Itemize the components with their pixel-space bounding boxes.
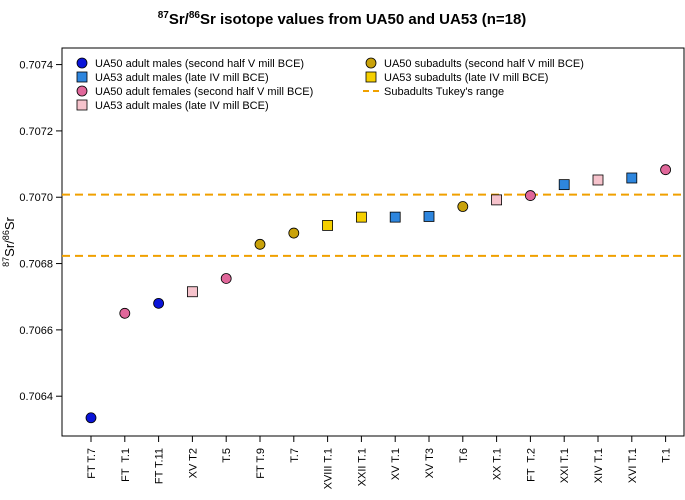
point-ft-t.7 xyxy=(85,412,97,424)
point-ft-t.1 xyxy=(119,307,131,319)
y-tick-label: 0.7070 xyxy=(19,192,53,204)
y-axis: 0.7064 0.7066 0.7068 0.7070 0.7072 0.7074 xyxy=(19,60,62,403)
x-tick-label: T.5 xyxy=(221,448,233,463)
plot-frame xyxy=(61,47,685,437)
x-tick-label: FT T.9 xyxy=(255,448,267,479)
x-tick-label: FT T.1 xyxy=(120,448,132,482)
ylabel-sr-b: Sr xyxy=(2,217,17,231)
x-tick-label: XVI T.1 xyxy=(627,448,639,483)
tukey-range-lines xyxy=(62,193,684,257)
x-tick-label: XV T2 xyxy=(187,448,199,478)
legend-marker-1 xyxy=(76,71,88,83)
y-tick-label: 0.7074 xyxy=(19,60,53,72)
x-tick-label: FT T.11 xyxy=(154,448,166,484)
point-xv-t3 xyxy=(423,211,435,222)
x-tick-label: T.6 xyxy=(458,448,470,463)
x-tick-label: XVIII T.1 xyxy=(323,448,335,489)
x-tick-label: XXII T.1 xyxy=(356,448,368,486)
point-t.5 xyxy=(220,273,232,284)
x-axis: FT T.7 FT T.1 FT T.11 XV T2 T.5 FT T.9 T.7 XVII… xyxy=(86,436,673,489)
legend-label-0: UA50 adult males (second half V mill BCE… xyxy=(95,58,304,70)
point-ft-t.11 xyxy=(153,297,165,309)
legend-marker-3 xyxy=(76,99,88,111)
point-t.6 xyxy=(457,201,469,212)
legend-label-2: UA50 adult females (second half V mill B… xyxy=(95,86,313,98)
y-tick-label: 0.7068 xyxy=(19,259,53,271)
point-xv-t2 xyxy=(186,286,198,298)
legend-marker-4 xyxy=(365,57,377,69)
point-t.7 xyxy=(288,227,300,239)
point-t.1 xyxy=(660,164,671,176)
x-tick-label: XV T.1 xyxy=(390,448,402,480)
title-sr-b: Sr xyxy=(200,11,216,28)
x-tick-label: T.7 xyxy=(289,448,301,463)
y-tick-label: 0.7066 xyxy=(19,325,53,337)
point-xx-t.1 xyxy=(491,194,503,206)
ylabel-iso-87: 87 xyxy=(1,257,11,267)
point-xviii-t.1 xyxy=(322,220,334,231)
legend-label-5: UA53 subadults (late IV mill BCE) xyxy=(384,72,548,84)
x-tick-label: FT T.2 xyxy=(525,448,537,482)
chart-title: 87Sr/86Sr isotope values from UA50 and U… xyxy=(158,10,527,28)
point-xv-t.1 xyxy=(389,211,401,223)
legend-label-1: UA53 adult males (late IV mill BCE) xyxy=(95,72,269,84)
y-tick-label: 0.7072 xyxy=(19,126,53,138)
y-tick-label: 0.7064 xyxy=(19,391,53,403)
x-tick-label: FT T.7 xyxy=(86,448,98,479)
legend-label-3: UA53 adult males (late IV mill BCE) xyxy=(95,100,269,112)
legend-marker-2 xyxy=(76,85,88,97)
x-tick-label: T.1 xyxy=(661,448,673,463)
x-tick-label: XX T.1 xyxy=(492,448,504,480)
ylabel-sr-a: Sr/ xyxy=(2,240,17,257)
x-tick-label: XIV T.1 xyxy=(593,448,605,483)
point-xxi-t.1 xyxy=(558,179,570,191)
point-ft-t.9 xyxy=(254,238,266,250)
title-iso-87: 87 xyxy=(158,10,170,21)
legend-label-tukey: Subadults Tukey's range xyxy=(384,86,504,98)
point-xiv-t.1 xyxy=(592,174,604,186)
point-xxii-t.1 xyxy=(355,211,367,223)
legend: UA50 adult males (second half V mill BCE… xyxy=(76,57,584,112)
legend-marker-5 xyxy=(365,71,377,83)
legend-marker-0 xyxy=(76,57,88,69)
y-axis-label: 87Sr/86Sr xyxy=(1,217,17,267)
point-ft-t.2 xyxy=(525,190,536,201)
point-xvi-t.1 xyxy=(626,172,638,184)
title-sr-a: Sr/ xyxy=(169,11,190,28)
title-rest: isotope values from UA50 and UA53 (n=18) xyxy=(216,11,527,28)
title-iso-86: 86 xyxy=(189,10,201,21)
x-tick-label: XXI T.1 xyxy=(559,448,571,483)
legend-label-4: UA50 subadults (second half V mill BCE) xyxy=(384,58,584,70)
ylabel-iso-86: 86 xyxy=(1,230,11,240)
x-tick-label: XV T3 xyxy=(424,448,436,478)
data-points xyxy=(85,164,671,424)
